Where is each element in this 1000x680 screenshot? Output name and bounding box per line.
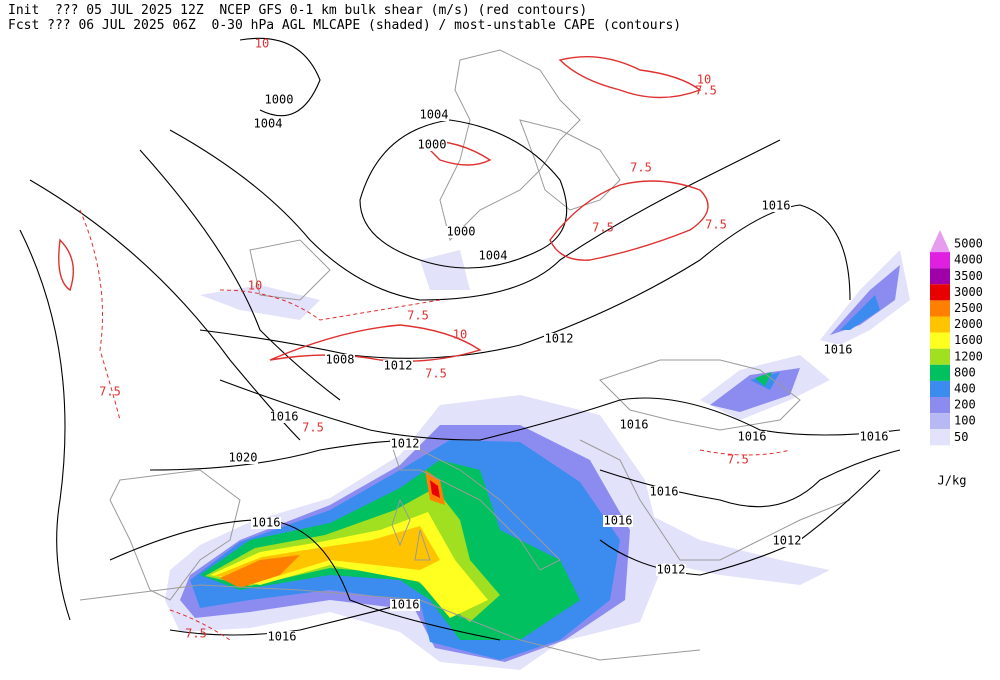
legend-swatch <box>930 300 950 317</box>
label-bg <box>761 200 791 212</box>
shear-label: 7.5 <box>592 221 614 235</box>
legend-label: 800 <box>954 365 976 379</box>
legend-swatch <box>930 429 950 446</box>
legend-swatch <box>930 380 950 397</box>
legend-label: 200 <box>954 398 976 412</box>
shear-label: 10 <box>255 37 269 51</box>
legend-swatch <box>930 268 950 285</box>
legend-label: 50 <box>954 430 968 444</box>
label-bg <box>772 535 802 547</box>
isobar-label: 1012 <box>391 437 420 451</box>
shear-contours <box>58 56 791 641</box>
shear-label: 7.5 <box>99 385 121 399</box>
label-bg <box>544 333 574 345</box>
shear-label: 7.5 <box>727 453 749 467</box>
shear-label: 10 <box>697 73 711 87</box>
legend-swatch <box>930 397 950 414</box>
label-bg <box>264 94 294 106</box>
legend-swatch <box>930 284 950 301</box>
legend-label: 100 <box>954 414 976 428</box>
shear-label: 7.5 <box>185 627 207 641</box>
legend-swatch <box>930 364 950 381</box>
isobar-label: 1004 <box>420 108 449 122</box>
legend-label: 1200 <box>954 349 983 363</box>
header-line: Fcst ??? 06 JUL 2025 06Z 0-30 hPa AGL ML… <box>8 18 681 33</box>
isobar-label: 1016 <box>620 418 649 432</box>
label-bg <box>390 599 420 611</box>
legend-label: 3500 <box>954 269 983 283</box>
legend-label: 400 <box>954 381 976 395</box>
legend-label: 4000 <box>954 253 983 267</box>
legend-unit: J/kg <box>938 474 967 488</box>
isobar-label: 1000 <box>265 93 294 107</box>
isobar-label: 1012 <box>773 534 802 548</box>
isobar-label: 1012 <box>545 332 574 346</box>
isobar-label: 1016 <box>268 630 297 644</box>
isobar-label: 1016 <box>860 430 889 444</box>
label-bg <box>325 354 355 366</box>
isobar-label: 1016 <box>762 199 791 213</box>
legend-swatch <box>930 252 950 269</box>
label-bg <box>251 517 281 529</box>
label-bg <box>383 360 413 372</box>
label-bg <box>228 452 258 464</box>
isobar-label: 1008 <box>326 353 355 367</box>
color-legend: 5000 4000 3500 3000 2500 2000 1600 1200 800 400 20… <box>930 230 983 488</box>
shear-label: 7.5 <box>302 421 324 435</box>
isobar-label: 1012 <box>657 563 686 577</box>
label-bg <box>269 411 299 423</box>
isobar-label: 1016 <box>824 343 853 357</box>
legend-label: 3000 <box>954 285 983 299</box>
legend-swatch <box>930 316 950 333</box>
cape-shading <box>165 250 910 670</box>
label-bg <box>267 631 297 643</box>
cape-area <box>220 470 445 588</box>
label-bg <box>390 438 420 450</box>
shear-label: 10 <box>453 328 467 342</box>
isobar-label: 1016 <box>391 598 420 612</box>
isobar-label: 1004 <box>254 117 283 131</box>
isobar-label: 1016 <box>738 430 767 444</box>
label-bg <box>859 431 889 443</box>
legend-label: 5000 <box>954 237 983 251</box>
shear-label: 10 <box>248 279 262 293</box>
legend-label: 2500 <box>954 301 983 315</box>
legend-swatch <box>930 348 950 365</box>
header-line: Init ??? 05 JUL 2025 12Z NCEP GFS 0-1 km… <box>8 3 587 18</box>
shear-label: 7.5 <box>630 161 652 175</box>
legend-label: 1600 <box>954 333 983 347</box>
label-bg <box>417 139 447 151</box>
isobar-label: 1016 <box>650 485 679 499</box>
label-bg <box>446 226 476 238</box>
label-bg <box>419 109 449 121</box>
isobar-label: 1000 <box>447 225 476 239</box>
isobars <box>19 37 901 641</box>
legend-swatch <box>930 230 950 253</box>
label-bg <box>253 118 283 130</box>
contour-labels: 1000100410041000100010041016101210161008… <box>99 37 889 644</box>
label-bg <box>737 431 767 443</box>
isobar-label: 1000 <box>418 138 447 152</box>
label-bg <box>619 419 649 431</box>
isobar-label: 1020 <box>229 451 258 465</box>
isobar-label: 1016 <box>252 516 281 530</box>
isobar-label: 1012 <box>384 359 413 373</box>
label-bg <box>649 486 679 498</box>
label-bg <box>656 564 686 576</box>
isobar-label: 1016 <box>270 410 299 424</box>
shear-label: 7.5 <box>705 218 727 232</box>
shear-label: 7.5 <box>425 367 447 381</box>
cape-area <box>430 480 440 498</box>
legend-swatch <box>930 332 950 349</box>
shear-label: 7.5 <box>695 84 717 98</box>
isobar-label: 1004 <box>479 249 508 263</box>
legend-label: 2000 <box>954 317 983 331</box>
label-bg <box>823 344 853 356</box>
legend-swatch <box>930 413 950 430</box>
isobar-label: 1016 <box>604 514 633 528</box>
shear-label: 7.5 <box>407 309 429 323</box>
label-bg <box>478 250 508 262</box>
label-bg <box>603 515 633 527</box>
